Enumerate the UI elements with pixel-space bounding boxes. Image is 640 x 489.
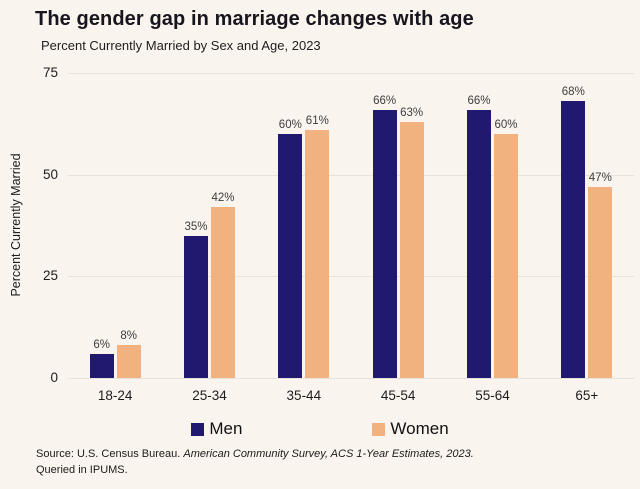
- bar-column-women-18-24: 8%: [116, 73, 141, 378]
- bar-women-65+: [588, 186, 613, 378]
- legend-entry-men: Men: [191, 419, 242, 439]
- bar-women-25-34: [210, 207, 235, 378]
- bar-value-label: 6%: [93, 338, 110, 351]
- bar-men-18-24: [89, 353, 114, 378]
- bar-men-65+: [561, 101, 586, 378]
- legend-swatch-men: [191, 422, 205, 436]
- bar-group-25-34: 35% 42%: [162, 73, 256, 378]
- bar-value-label: 66%: [467, 94, 491, 107]
- bar-groups: 6% 8% 35% 42% 60% 61% 66% 63% 66% 60% 68% 47%: [68, 73, 634, 378]
- bar-column-women-65+: 47%: [588, 73, 613, 378]
- bar-women-18-24: [116, 345, 141, 378]
- bar-women-55-64: [493, 134, 518, 378]
- y-tick-label-0: 0: [50, 370, 58, 385]
- gridline-50: [68, 174, 634, 176]
- chart-title: The gender gap in marriage changes with …: [35, 8, 474, 30]
- bar-men-25-34: [183, 235, 208, 378]
- bar-value-label: 68%: [561, 86, 585, 99]
- bar-group-35-44: 60% 61%: [257, 73, 351, 378]
- y-tick-label-25: 25: [42, 268, 58, 284]
- bar-value-label: 42%: [211, 192, 235, 205]
- plot-area: 6% 8% 35% 42% 60% 61% 66% 63% 66% 60% 68% 47%: [68, 73, 634, 379]
- bar-value-label: 61%: [305, 114, 329, 127]
- bar-column-men-45-54: 66%: [372, 73, 397, 378]
- bar-column-men-25-34: 35%: [183, 73, 208, 378]
- source-italic: American Community Survey, ACS 1-Year Es…: [183, 448, 474, 460]
- source-note: Source: U.S. Census Bureau. American Com…: [36, 446, 474, 478]
- y-tick-label-75: 75: [42, 65, 58, 80]
- bar-value-label: 8%: [120, 330, 137, 343]
- bar-column-women-55-64: 60%: [493, 73, 518, 378]
- legend-swatch-women: [372, 422, 386, 436]
- x-tick-label-25-34: 25-34: [192, 388, 227, 403]
- x-tick-label-35-44: 35-44: [286, 388, 322, 403]
- chart-subtitle: Percent Currently Married by Sex and Age…: [41, 38, 321, 53]
- bar-column-women-35-44: 61%: [305, 73, 330, 378]
- bar-value-label: 60%: [494, 119, 518, 131]
- bar-column-women-45-54: 63%: [399, 73, 424, 378]
- bar-column-men-35-44: 60%: [278, 73, 303, 378]
- bar-group-55-64: 66% 60%: [445, 73, 539, 378]
- bar-value-label: 60%: [278, 119, 302, 131]
- x-tick-label-45-54: 45-54: [380, 388, 416, 403]
- bar-column-men-65+: 68%: [561, 73, 586, 378]
- bar-men-35-44: [278, 134, 303, 378]
- x-tick-label-55-64: 55-64: [475, 388, 510, 403]
- gridline-75: [68, 73, 634, 74]
- bar-men-45-54: [372, 109, 397, 378]
- legend-label-men: Men: [209, 419, 243, 438]
- bar-value-label: 47%: [588, 171, 612, 184]
- bar-group-45-54: 66% 63%: [351, 73, 445, 378]
- bar-group-18-24: 6% 8%: [68, 73, 162, 378]
- source-prefix: Source: U.S. Census Bureau.: [36, 448, 184, 460]
- x-tick-label-18-24: 18-24: [97, 388, 133, 403]
- source-line-2: Queried in IPUMS.: [36, 464, 128, 476]
- gridline-25: [68, 276, 634, 278]
- bar-value-label: 63%: [400, 106, 424, 119]
- legend-label-women: Women: [390, 419, 449, 438]
- legend: Men Women: [0, 419, 640, 439]
- bar-women-35-44: [305, 129, 330, 378]
- bar-column-men-18-24: 6%: [89, 73, 114, 378]
- bar-column-women-25-34: 42%: [210, 73, 235, 378]
- legend-entry-women: Women: [372, 419, 449, 439]
- x-axis-labels: 18-24 25-34 35-44 45-54 55-64 65+: [68, 388, 634, 403]
- bar-column-men-55-64: 66%: [466, 73, 491, 378]
- bar-value-label: 66%: [373, 94, 397, 107]
- y-tick-label-50: 50: [42, 166, 58, 182]
- gridline-0: [68, 378, 634, 379]
- x-tick-label-65+: 65+: [575, 388, 599, 403]
- source-line-1: Source: U.S. Census Bureau. American Com…: [36, 446, 474, 462]
- bar-women-45-54: [399, 121, 424, 378]
- bar-group-65+: 68% 47%: [540, 73, 634, 378]
- bar-men-55-64: [466, 109, 491, 378]
- bar-value-label: 35%: [184, 220, 208, 233]
